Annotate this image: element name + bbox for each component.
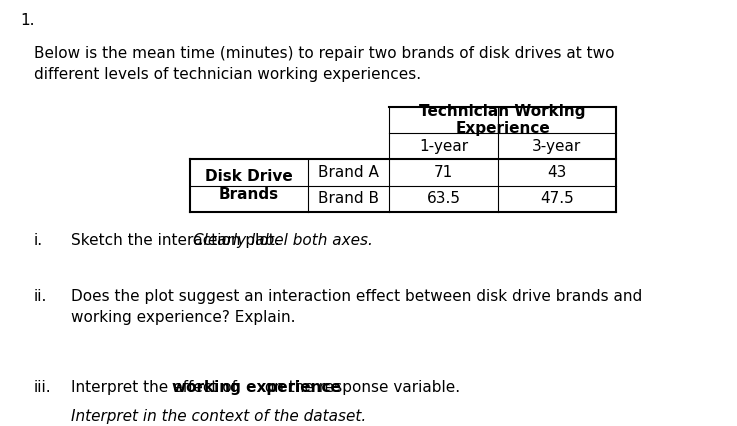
Text: Brand A: Brand A bbox=[318, 165, 379, 180]
Text: iii.: iii. bbox=[34, 380, 52, 395]
Text: 1.: 1. bbox=[21, 13, 35, 28]
Text: Brand B: Brand B bbox=[318, 191, 379, 206]
Text: 43: 43 bbox=[547, 165, 567, 180]
Text: i.: i. bbox=[34, 233, 43, 248]
Text: Sketch the interaction plot.: Sketch the interaction plot. bbox=[71, 233, 284, 248]
Text: Interpret in the context of the dataset.: Interpret in the context of the dataset. bbox=[71, 409, 366, 423]
Text: Interpret the effect of: Interpret the effect of bbox=[71, 380, 242, 395]
Text: working experience: working experience bbox=[172, 380, 340, 395]
Text: Clearly label both axes.: Clearly label both axes. bbox=[193, 233, 373, 248]
Text: 63.5: 63.5 bbox=[427, 191, 461, 206]
Text: 1-year: 1-year bbox=[419, 139, 468, 154]
Text: Disk Drive
Brands: Disk Drive Brands bbox=[205, 170, 293, 202]
Text: Does the plot suggest an interaction effect between disk drive brands and
workin: Does the plot suggest an interaction eff… bbox=[71, 290, 643, 325]
Text: 3-year: 3-year bbox=[532, 139, 581, 154]
Text: Below is the mean time (minutes) to repair two brands of disk drives at two
diff: Below is the mean time (minutes) to repa… bbox=[34, 46, 615, 82]
Text: Technician Working
Experience: Technician Working Experience bbox=[419, 104, 586, 136]
Text: 47.5: 47.5 bbox=[540, 191, 573, 206]
Text: ii.: ii. bbox=[34, 290, 47, 305]
Text: on the response variable.: on the response variable. bbox=[259, 380, 460, 395]
Text: 71: 71 bbox=[434, 165, 453, 180]
